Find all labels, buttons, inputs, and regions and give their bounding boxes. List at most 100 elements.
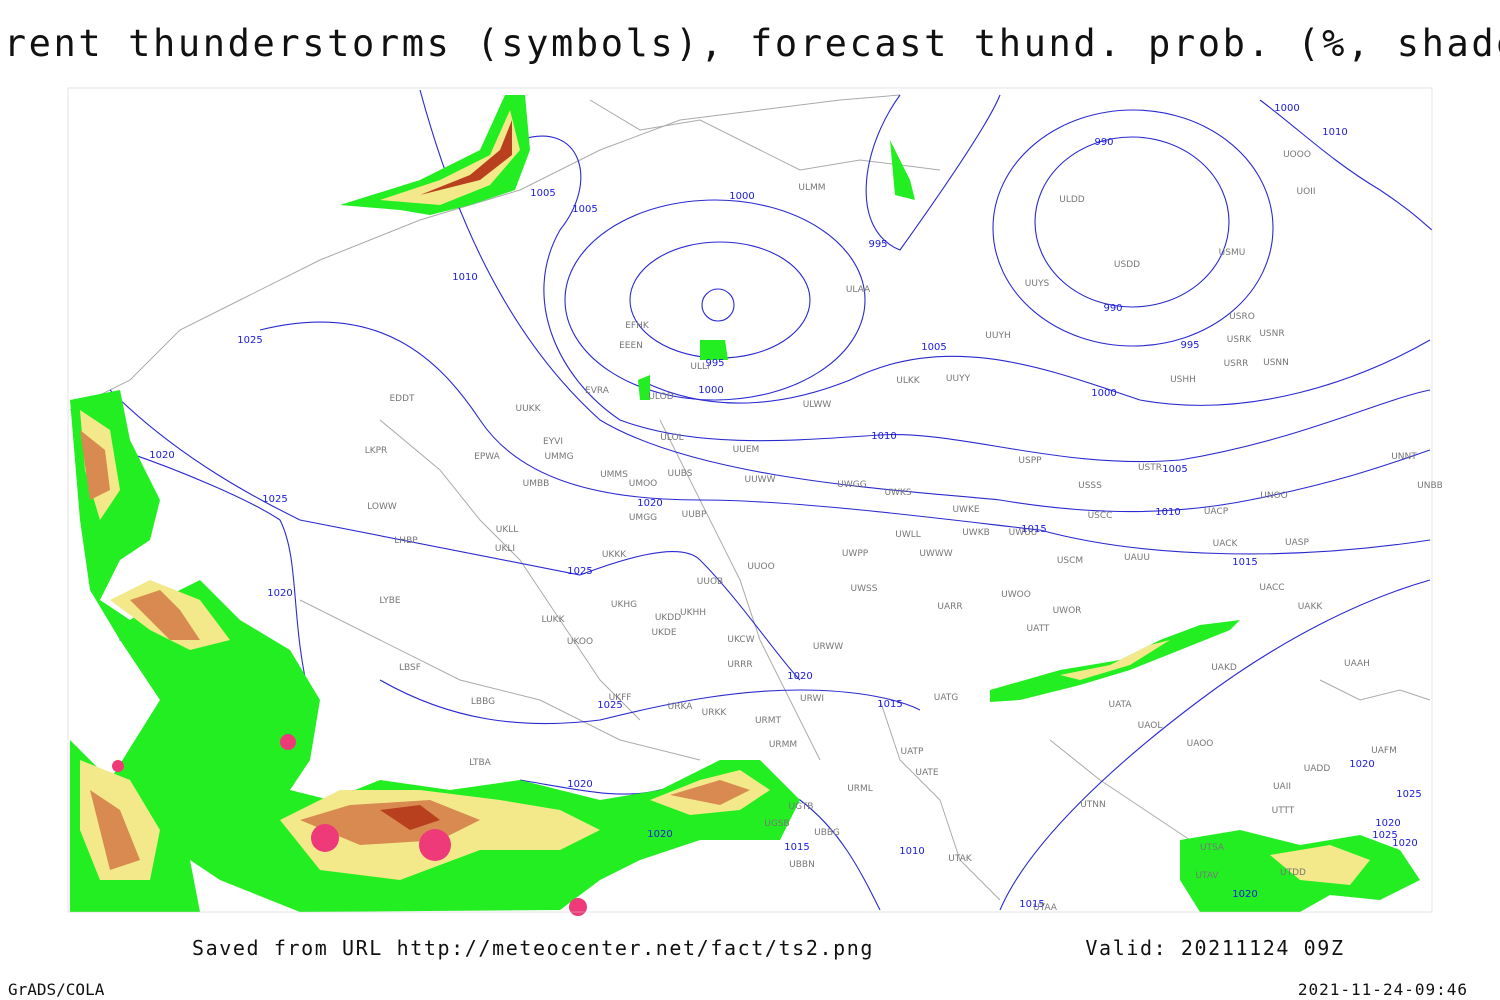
station-label: LBSF [399, 663, 421, 673]
station-label: USCM [1057, 556, 1083, 566]
station-label: UAKK [1298, 602, 1324, 612]
station-label: UASP [1285, 538, 1309, 548]
station-label: UAAH [1344, 659, 1370, 669]
isobar-label: 1000 [698, 385, 723, 396]
station-label: UARR [937, 602, 962, 612]
station-label: EFHK [625, 321, 650, 331]
isobar-label: 1000 [1091, 388, 1116, 399]
station-label: UMGG [629, 513, 657, 523]
station-label: UKHG [611, 600, 637, 610]
station-label: UUBS [668, 469, 693, 479]
source-url: Saved from URL http://meteocenter.net/fa… [192, 936, 874, 960]
station-label: UUYH [985, 331, 1010, 341]
station-label: UKLI [495, 544, 515, 554]
station-label: UAKD [1211, 663, 1237, 673]
thunderstorm-probability [70, 95, 1420, 912]
station-label: USRO [1229, 312, 1255, 322]
station-label: LTBA [469, 758, 491, 768]
station-label: UUYY [946, 374, 971, 384]
station-label: UADD [1304, 764, 1331, 774]
station-label: USNR [1259, 329, 1284, 339]
station-label: UOOO [1283, 150, 1311, 160]
isobar-label: 1000 [729, 191, 754, 202]
station-label: UWWW [919, 549, 952, 559]
station-label: LYBE [379, 596, 400, 606]
station-label: UTNN [1080, 800, 1106, 810]
map-labels: 1005 1005 1000 995 990 990 995 1000 1005 1010 1005… [149, 103, 1443, 913]
isobar-label: 1010 [871, 431, 896, 442]
station-label: LOWW [367, 502, 397, 512]
station-label: UWUU [1009, 528, 1038, 538]
station-label: UGTB [789, 802, 814, 812]
station-label: UMBB [523, 479, 550, 489]
station-label: UWOO [1001, 590, 1031, 600]
isobar-label: 1025 [567, 566, 592, 577]
station-label: EYVI [543, 437, 563, 447]
station-label: UTDD [1280, 868, 1306, 878]
isobar-label: 1010 [899, 846, 924, 857]
station-label: UUYS [1025, 279, 1050, 289]
station-label: UATP [901, 747, 925, 757]
station-label: USMU [1219, 248, 1246, 258]
station-label: USDD [1114, 260, 1140, 270]
station-label: UAUU [1124, 553, 1150, 563]
station-label: UUOB [697, 577, 723, 587]
station-label: ULMM [798, 183, 825, 193]
station-label: USTR [1138, 463, 1162, 473]
station-label: URML [847, 784, 873, 794]
isobars [109, 89, 1433, 911]
isobar-label: 1025 [237, 335, 262, 346]
station-label: UWKB [962, 528, 990, 538]
station-label: UWGG [837, 480, 866, 490]
isobar-label: 1020 [787, 671, 812, 682]
isobar-label: 1010 [452, 272, 477, 283]
station-label: URMM [769, 740, 797, 750]
station-label: UTTT [1272, 806, 1295, 816]
isobar-label: 1015 [877, 699, 902, 710]
valid-time: Valid: 20211124 09Z [1085, 936, 1344, 960]
isobar-label: 1020 [1232, 889, 1257, 900]
isobar-label: 1005 [572, 204, 597, 215]
station-label: UNNT [1391, 452, 1417, 462]
station-label: UATA [1108, 700, 1132, 710]
station-label: UKOO [567, 637, 593, 647]
station-label: UMMG [544, 452, 573, 462]
isobar-label: 1020 [149, 450, 174, 461]
borders [69, 94, 1431, 901]
software: GrADS/COLA [8, 980, 105, 999]
station-label: USRR [1224, 359, 1249, 369]
isobar-label: 1020 [1349, 759, 1374, 770]
station-label: UTSA [1200, 843, 1225, 853]
timestamp: 2021-11-24-09:46 [1298, 980, 1468, 999]
station-label: UAFM [1371, 746, 1397, 756]
station-label: UAII [1273, 782, 1291, 792]
station-label: UNOO [1260, 491, 1288, 501]
station-label: UTAA [1033, 903, 1058, 913]
station-label: UACC [1259, 583, 1284, 593]
station-label: ULDD [1059, 195, 1085, 205]
isobar-label: 1020 [267, 588, 292, 599]
station-label: USSS [1078, 481, 1102, 491]
isobar-label: 1020 [637, 498, 662, 509]
isobar-label: 1025 [597, 700, 622, 711]
isobar-label: 1000 [1274, 103, 1299, 114]
isobar-label: 995 [705, 358, 724, 369]
isobar-label: 1010 [1322, 127, 1347, 138]
station-label: ULOD [648, 392, 673, 402]
station-label: USCC [1088, 511, 1113, 521]
station-label: ULLI [690, 362, 709, 372]
station-label: UAOL [1138, 721, 1163, 731]
isobar-label: 1015 [1019, 899, 1044, 910]
station-label: UACP [1204, 507, 1229, 517]
isobar-label: 1025 [1372, 830, 1397, 841]
title: Current thunderstorms (symbols), forecas… [0, 22, 1500, 65]
station-label: UBBG [814, 828, 840, 838]
station-label: UUEM [733, 445, 760, 455]
station-label: EPWA [474, 452, 501, 462]
isobar-label: 1020 [1375, 818, 1400, 829]
station-label: USNN [1263, 358, 1289, 368]
station-label: URMT [755, 716, 782, 726]
station-label: URRR [727, 660, 752, 670]
station-label: URWI [800, 694, 824, 704]
